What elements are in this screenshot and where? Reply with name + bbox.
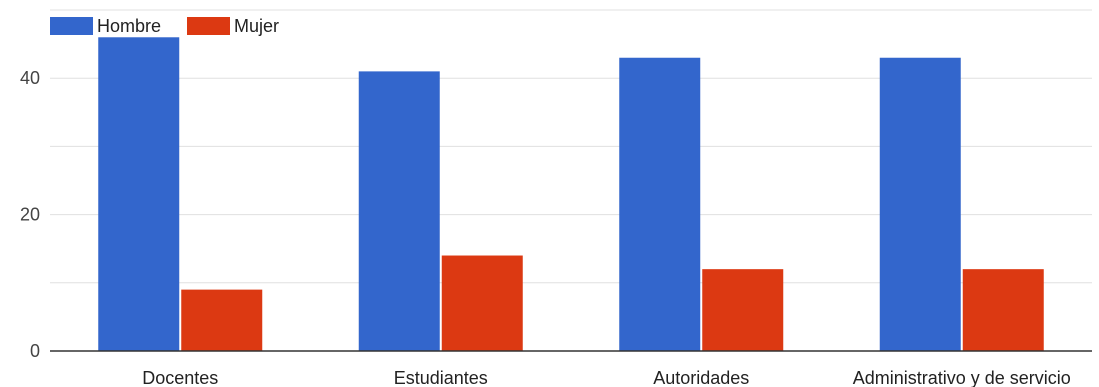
y-tick-label: 20 (20, 205, 40, 225)
legend: Hombre Mujer (50, 16, 279, 36)
y-tick-label: 40 (20, 68, 40, 88)
x-category-label: Estudiantes (394, 368, 488, 387)
bar-hombre-2 (619, 57, 701, 352)
bar-mujer-0 (181, 289, 263, 351)
legend-swatch-mujer (187, 17, 230, 35)
bar-hombre-3 (879, 57, 961, 352)
legend-label-hombre: Hombre (97, 16, 161, 36)
y-axis-ticks: 0 20 40 (20, 68, 40, 361)
x-category-label: Autoridades (653, 368, 749, 387)
bar-mujer-2 (702, 269, 784, 351)
bars (98, 37, 1044, 352)
x-category-label: Docentes (142, 368, 218, 387)
y-tick-label: 0 (30, 341, 40, 361)
bar-mujer-3 (962, 269, 1044, 351)
bar-mujer-1 (441, 255, 523, 351)
bar-hombre-0 (98, 37, 180, 351)
legend-swatch-hombre (50, 17, 93, 35)
x-axis-labels: Docentes Estudiantes Autoridades Administra… (142, 368, 1071, 387)
x-category-label: Administrativo y de servicio (853, 368, 1071, 387)
legend-label-mujer: Mujer (234, 16, 279, 36)
bar-hombre-1 (358, 71, 440, 351)
